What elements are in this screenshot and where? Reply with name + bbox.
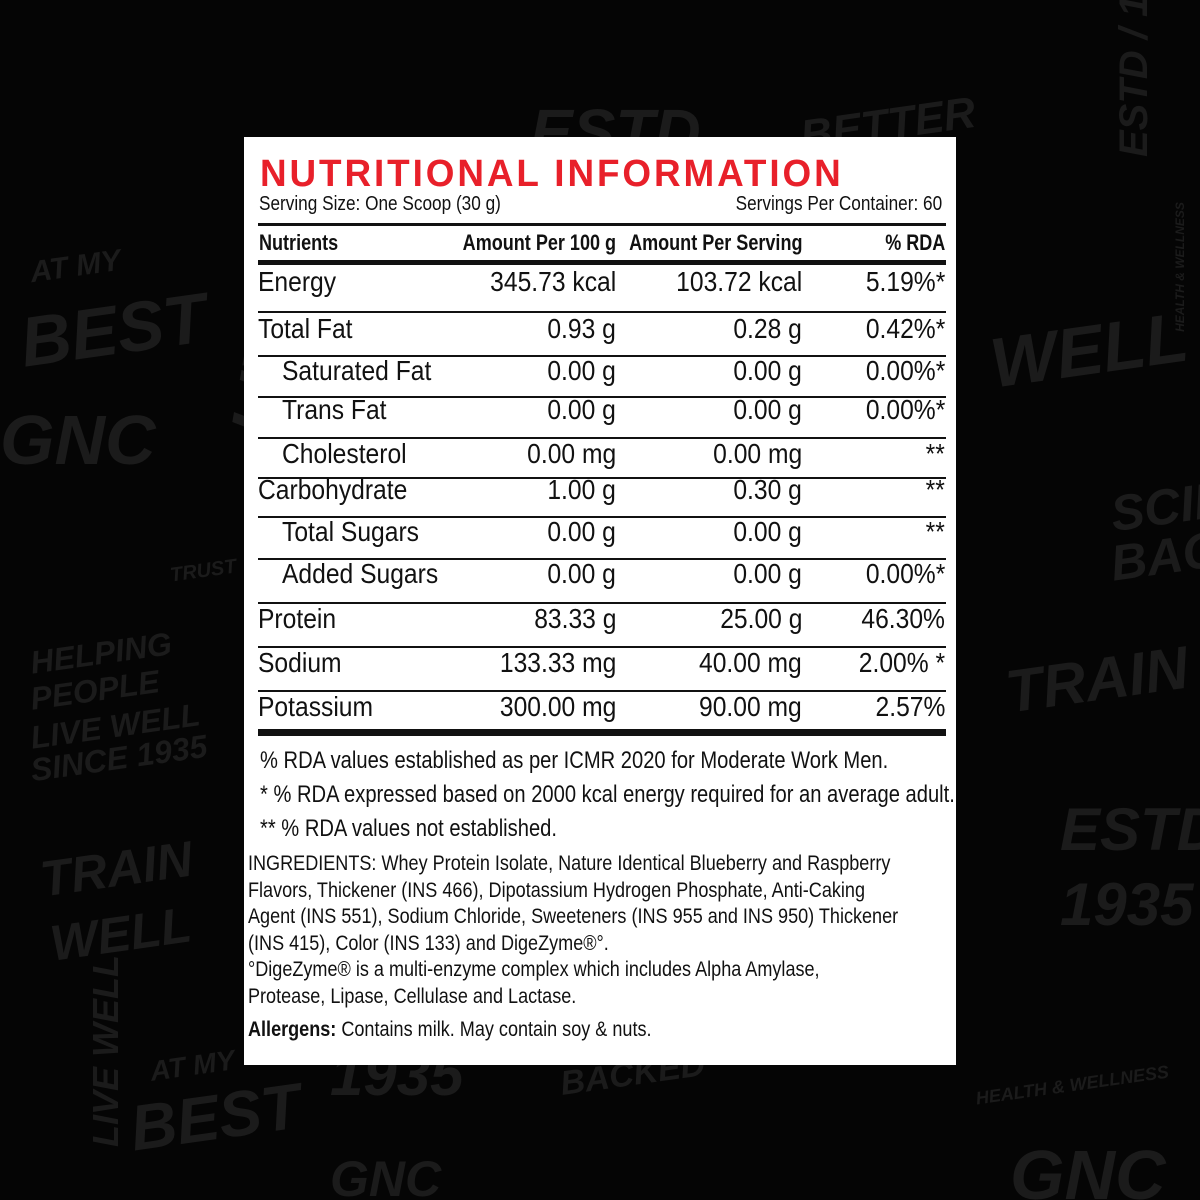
nutrient-name: Cholesterol xyxy=(282,438,407,469)
nutrient-name: Total Sugars xyxy=(282,516,419,547)
nutrient-name: Saturated Fat xyxy=(282,355,432,386)
footnote: * % RDA expressed based on 2000 kcal ene… xyxy=(260,781,955,808)
row-divider xyxy=(258,477,946,479)
rule xyxy=(258,260,946,265)
row-divider xyxy=(258,601,946,604)
cell-value: 83.33 g xyxy=(533,603,616,634)
nutrient-name: Protein xyxy=(258,603,337,634)
background-word: BEST xyxy=(15,278,212,382)
background-word: TRAIN W xyxy=(1001,623,1200,726)
cell-value: 0.00 g xyxy=(733,516,802,547)
row-divider xyxy=(258,355,946,357)
nutrient-name: Sodium xyxy=(258,647,342,678)
nutrition-panel: NUTRITIONAL INFORMATION Serving Size: On… xyxy=(244,137,956,1065)
cell-value: 0.00 g xyxy=(733,558,802,589)
cell-value: 345.73 kcal xyxy=(489,266,616,297)
nutrient-name: Carbohydrate xyxy=(258,474,408,505)
background-word: GNC xyxy=(1010,1136,1166,1200)
cell-value: 103.72 kcal xyxy=(675,266,802,297)
background-word: AT MY xyxy=(28,243,123,290)
cell-value: 0.00 mg xyxy=(526,438,616,469)
background-word: ESTD / 1935 xyxy=(1112,0,1157,158)
background-word: HEALTH & WELLNESS xyxy=(974,1061,1171,1109)
cell-value: 90.00 mg xyxy=(699,691,802,722)
row-divider xyxy=(258,395,946,398)
digezyme-note: °DigeZyme® is a multi-enzyme complex whi… xyxy=(248,958,820,1008)
nutrient-name: Potassium xyxy=(258,691,374,722)
cell-value: 0.28 g xyxy=(733,313,802,344)
cell-value: 0.00 g xyxy=(547,394,616,425)
nutrient-name: Total Fat xyxy=(258,313,353,344)
row-divider xyxy=(258,646,946,648)
cell-value: ** xyxy=(925,438,945,469)
nutrient-name: Trans Fat xyxy=(282,394,387,425)
cell-value: 5.19%* xyxy=(865,266,945,297)
cell-value: 0.00 g xyxy=(547,355,616,386)
background-word: LIVE WELL xyxy=(85,955,126,1147)
allergens-label: Allergens: xyxy=(248,1018,337,1041)
servings-per-container: Servings Per Container: 60 xyxy=(735,193,942,215)
footnote: ** % RDA values not established. xyxy=(260,815,557,842)
background-word: GNC xyxy=(330,1151,442,1200)
cell-value: ** xyxy=(925,474,945,505)
background-word: TRUST xyxy=(168,555,238,587)
rule xyxy=(258,729,946,736)
cell-value: 46.30% xyxy=(861,603,945,634)
cell-value: ** xyxy=(925,516,945,547)
rule xyxy=(258,223,946,226)
footnote: % RDA values established as per ICMR 202… xyxy=(260,747,889,774)
cell-value: 0.00%* xyxy=(865,558,945,589)
row-divider xyxy=(258,437,946,439)
cell-value: 40.00 mg xyxy=(699,647,802,678)
nutrient-name: Added Sugars xyxy=(282,558,439,589)
cell-value: 0.00 mg xyxy=(712,438,802,469)
background-word: WELL xyxy=(985,297,1193,403)
row-divider xyxy=(258,690,946,692)
cell-value: 0.00 g xyxy=(733,355,802,386)
row-divider xyxy=(258,516,946,518)
cell-value: 0.93 g xyxy=(547,313,616,344)
column-header: Nutrients xyxy=(259,230,339,255)
cell-value: 2.57% xyxy=(875,691,945,722)
column-header: Amount Per 100 g xyxy=(462,230,616,255)
allergens: Allergens: Contains milk. May contain so… xyxy=(248,1017,902,1044)
column-header: Amount Per Serving xyxy=(628,230,802,255)
cell-value: 0.00 g xyxy=(733,394,802,425)
background-word: 1935 xyxy=(1060,871,1194,938)
cell-value: 25.00 g xyxy=(719,603,802,634)
ingredients: INGREDIENTS: Whey Protein Isolate, Natur… xyxy=(248,852,899,955)
serving-size: Serving Size: One Scoop (30 g) xyxy=(259,193,501,215)
row-divider xyxy=(258,558,946,560)
cell-value: 133.33 mg xyxy=(499,647,616,678)
cell-value: 0.00%* xyxy=(865,355,945,386)
row-divider xyxy=(258,310,946,313)
cell-value: 0.30 g xyxy=(733,474,802,505)
allergens-text: Contains milk. May contain soy & nuts. xyxy=(341,1018,652,1041)
background-word: GNC xyxy=(0,401,156,479)
cell-value: 0.00 g xyxy=(547,558,616,589)
cell-value: 0.42%* xyxy=(865,313,945,344)
nutrient-name: Energy xyxy=(258,266,337,297)
title: NUTRITIONAL INFORMATION xyxy=(260,153,844,195)
background-word: ESTD xyxy=(1060,796,1200,863)
column-header: % RDA xyxy=(884,230,945,255)
cell-value: 0.00%* xyxy=(865,394,945,425)
cell-value: 1.00 g xyxy=(547,474,616,505)
cell-value: 0.00 g xyxy=(547,516,616,547)
cell-value: 2.00% * xyxy=(858,647,945,678)
cell-value: 300.00 mg xyxy=(499,691,616,722)
